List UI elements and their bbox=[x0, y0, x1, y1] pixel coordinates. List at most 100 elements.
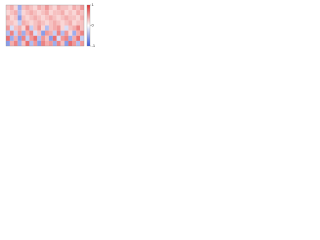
heatmap-cell bbox=[37, 35, 42, 41]
heatmap-cell bbox=[41, 30, 46, 36]
colorbar-tick-label: 0 bbox=[92, 23, 95, 28]
heatmap-cell bbox=[52, 35, 57, 41]
heatmap-cell bbox=[37, 15, 42, 21]
heatmap-cell bbox=[6, 30, 10, 36]
heatmap-cell bbox=[21, 10, 26, 16]
heatmap-cell bbox=[25, 40, 30, 47]
heatmap-cell bbox=[68, 10, 73, 16]
heatmap-cell bbox=[60, 25, 65, 31]
heatmap-cell bbox=[25, 25, 30, 31]
heatmap-cell bbox=[17, 10, 22, 16]
heatmap-cell bbox=[25, 20, 30, 26]
heatmap-cell bbox=[56, 25, 61, 31]
heatmap-cell bbox=[80, 5, 85, 11]
heatmap-cell bbox=[68, 20, 73, 26]
heatmap-cell bbox=[13, 40, 18, 47]
heatmap-cell bbox=[6, 15, 10, 21]
heatmap-cell bbox=[80, 40, 85, 47]
heatmap-cell bbox=[29, 35, 34, 41]
heatmap-cell bbox=[9, 5, 14, 11]
heatmap-cell bbox=[9, 25, 14, 31]
colorbar-tick-label: 1 bbox=[92, 2, 95, 7]
heatmap-cell bbox=[21, 5, 26, 11]
heatmap-cell bbox=[41, 5, 46, 11]
heatmap-cell bbox=[60, 20, 65, 26]
heatmap-cell bbox=[33, 25, 38, 31]
heatmap-cell bbox=[25, 10, 30, 16]
heatmap-cell bbox=[76, 15, 81, 21]
heatmap-cell bbox=[52, 10, 57, 16]
heatmap-cell bbox=[48, 30, 53, 36]
heatmap-cell bbox=[25, 5, 30, 11]
heatmap-cell bbox=[52, 30, 57, 36]
heatmap-cell bbox=[9, 35, 14, 41]
heatmap-cell bbox=[45, 20, 49, 26]
heatmap-cell bbox=[21, 25, 26, 31]
heatmap-cell bbox=[56, 35, 61, 41]
heatmap-cell bbox=[45, 25, 49, 31]
heatmap-cell bbox=[64, 15, 69, 21]
heatmap-cell bbox=[64, 30, 69, 36]
heatmap-cell bbox=[13, 25, 18, 31]
heatmap-cell bbox=[6, 20, 10, 26]
heatmap-cell bbox=[29, 5, 34, 11]
heatmap-cell bbox=[45, 5, 49, 11]
heatmap-cell bbox=[6, 5, 10, 11]
heatmap-cell bbox=[80, 20, 85, 26]
heatmap-cell bbox=[29, 15, 34, 21]
heatmap-cell bbox=[17, 5, 22, 11]
heatmap-cell bbox=[25, 15, 30, 21]
heatmap-cell bbox=[41, 20, 46, 26]
heatmap-cell bbox=[68, 5, 73, 11]
heatmap-cell bbox=[45, 15, 49, 21]
heatmap-cell bbox=[80, 15, 85, 21]
heatmap-cell bbox=[56, 15, 61, 21]
heatmap-cell bbox=[9, 10, 14, 16]
heatmap-cell bbox=[48, 5, 53, 11]
heatmap-cell bbox=[72, 25, 77, 31]
heatmap-cell bbox=[76, 5, 81, 11]
heatmap-cell bbox=[13, 30, 18, 36]
heatmap-cell bbox=[29, 25, 34, 31]
heatmap-cell bbox=[72, 40, 77, 47]
heatmap-cell bbox=[60, 5, 65, 11]
heatmap-cell bbox=[76, 20, 81, 26]
heatmap-cell bbox=[41, 25, 46, 31]
heatmap-cell bbox=[68, 15, 73, 21]
heatmap-cell bbox=[64, 35, 69, 41]
heatmap-cell bbox=[41, 10, 46, 16]
plot-frame bbox=[5, 4, 85, 47]
heatmap-cell bbox=[41, 35, 46, 41]
heatmap-cell bbox=[9, 20, 14, 26]
heatmap-cell bbox=[72, 10, 77, 16]
heatmap-cell bbox=[6, 35, 10, 41]
heatmap-cell bbox=[21, 30, 26, 36]
heatmap-cell bbox=[52, 40, 57, 47]
heatmap-cell bbox=[13, 15, 18, 21]
heatmap-cell bbox=[17, 25, 22, 31]
heatmap-cell bbox=[52, 15, 57, 21]
heatmap-cell bbox=[45, 10, 49, 16]
heatmap-cell bbox=[68, 30, 73, 36]
colorbar-tick-label: -1 bbox=[92, 43, 96, 48]
heatmap-cell bbox=[76, 35, 81, 41]
heatmap-cell bbox=[80, 25, 85, 31]
heatmap-cell bbox=[37, 5, 42, 11]
heatmap-cell bbox=[45, 40, 49, 47]
heatmap-cell bbox=[21, 15, 26, 21]
heatmap-cell bbox=[64, 20, 69, 26]
heatmap-cell bbox=[80, 10, 85, 16]
heatmap-cell bbox=[76, 30, 81, 36]
heatmap-cell bbox=[25, 30, 30, 36]
heatmap-cell bbox=[13, 35, 18, 41]
heatmap-cell bbox=[17, 35, 22, 41]
heatmap-cell bbox=[72, 5, 77, 11]
heatmap-cell bbox=[56, 40, 61, 47]
heatmap-cell bbox=[60, 35, 65, 41]
heatmap-cell bbox=[64, 40, 69, 47]
heatmap-cell bbox=[29, 40, 34, 47]
heatmap-cell bbox=[45, 30, 49, 36]
heatmap-cell bbox=[33, 5, 38, 11]
heatmap-cell bbox=[17, 30, 22, 36]
heatmap-cell bbox=[80, 35, 85, 41]
